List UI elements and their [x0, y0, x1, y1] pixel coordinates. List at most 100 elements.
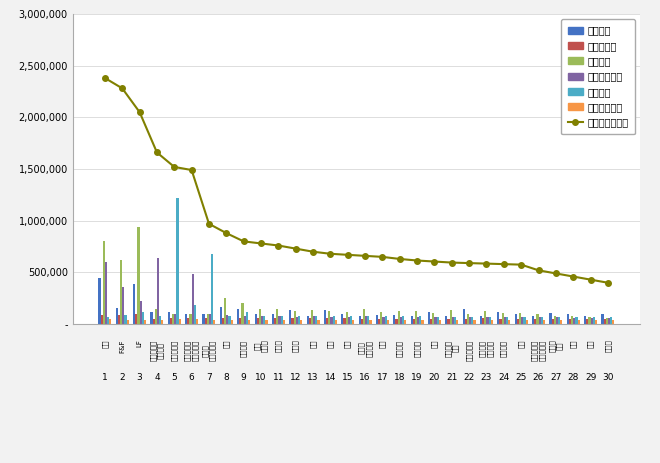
Bar — [437, 317, 439, 324]
Bar — [491, 320, 493, 324]
Bar — [220, 307, 222, 324]
Bar — [404, 320, 407, 324]
Text: 한섬: 한섬 — [102, 339, 108, 348]
Bar — [397, 311, 400, 324]
Bar — [484, 311, 486, 324]
Bar — [176, 198, 179, 324]
Bar — [122, 287, 125, 324]
Text: 신세계
인터내셔날: 신세계 인터내셔날 — [202, 339, 216, 361]
Bar — [411, 316, 412, 324]
Text: 까스텔바작: 까스텔바작 — [466, 339, 473, 361]
Bar — [567, 314, 569, 324]
Bar — [98, 277, 100, 324]
Bar — [591, 318, 593, 324]
Text: 성안: 성안 — [431, 339, 438, 348]
Text: 미래원: 미래원 — [292, 339, 299, 352]
Bar — [521, 317, 523, 324]
Bar — [432, 313, 434, 324]
Bar — [434, 317, 437, 324]
Text: 한세엠케이: 한세엠케이 — [171, 339, 178, 361]
Bar — [279, 316, 280, 324]
Bar — [454, 317, 456, 324]
Bar — [265, 320, 267, 324]
Bar — [578, 320, 579, 324]
Bar — [376, 315, 378, 324]
Bar — [224, 298, 226, 324]
Bar — [296, 317, 298, 324]
Bar — [248, 320, 250, 324]
Bar — [558, 317, 560, 324]
Bar — [370, 320, 372, 324]
Bar — [508, 320, 510, 324]
Bar — [348, 317, 350, 324]
Bar — [237, 308, 240, 324]
Text: 시선: 시선 — [310, 339, 316, 348]
Bar — [300, 320, 302, 324]
Bar — [100, 315, 103, 324]
Bar — [473, 320, 476, 324]
Bar — [103, 241, 105, 324]
Bar — [272, 314, 274, 324]
Bar — [486, 317, 488, 324]
Bar — [280, 316, 282, 324]
Bar — [541, 317, 543, 324]
Text: 폐쇄: 폐쇄 — [379, 339, 385, 348]
Bar — [350, 316, 352, 324]
Bar — [335, 320, 337, 324]
Bar — [601, 314, 603, 324]
Text: 제이에스
티나: 제이에스 티나 — [445, 339, 459, 357]
Bar — [523, 317, 525, 324]
Bar — [447, 319, 449, 324]
Bar — [127, 320, 129, 324]
Bar — [341, 314, 343, 324]
Bar — [242, 303, 244, 324]
Bar — [209, 314, 211, 324]
Text: F&F: F&F — [119, 339, 125, 353]
Bar — [467, 314, 469, 324]
Legend: 참여지수, 미디어지수, 소통지수, 커뮤니티지수, 시장지수, 사회공헌지수, 브랜드평판지수: 참여지수, 미디어지수, 소통지수, 커뮤니티지수, 시장지수, 사회공헌지수,… — [561, 19, 636, 134]
Bar — [608, 319, 610, 324]
Bar — [159, 316, 161, 324]
Text: 화승엔터
프라이즈: 화승엔터 프라이즈 — [479, 339, 494, 357]
Bar — [502, 313, 504, 324]
Bar — [174, 314, 176, 324]
Bar — [191, 275, 194, 324]
Bar — [439, 320, 441, 324]
Bar — [400, 317, 402, 324]
Bar — [586, 319, 588, 324]
Bar — [595, 320, 597, 324]
Text: 브랜드엑스
코퍼레이션: 브랜드엑스 코퍼레이션 — [531, 339, 546, 361]
Bar — [363, 308, 365, 324]
Text: 방림: 방림 — [570, 339, 577, 348]
Bar — [482, 319, 484, 324]
Bar — [263, 316, 265, 324]
Text: 유아이엔터
프라이즈: 유아이엔터 프라이즈 — [150, 339, 164, 361]
Bar — [593, 317, 595, 324]
Bar — [506, 317, 508, 324]
Bar — [150, 312, 152, 324]
Text: 아가방
앤컴퍼니: 아가방 앤컴퍼니 — [358, 339, 372, 357]
Bar — [430, 319, 432, 324]
Text: 진도: 진도 — [518, 339, 525, 348]
Bar — [110, 319, 112, 324]
Bar — [142, 312, 144, 324]
Bar — [358, 316, 361, 324]
Bar — [588, 317, 591, 324]
Bar — [226, 315, 228, 324]
Bar — [105, 262, 107, 324]
Bar — [606, 318, 608, 324]
Bar — [517, 319, 519, 324]
Bar — [343, 319, 346, 324]
Bar — [333, 316, 335, 324]
Bar — [179, 319, 181, 324]
Bar — [612, 320, 614, 324]
Text: 모노: 모노 — [345, 339, 351, 348]
Bar — [120, 260, 122, 324]
Bar — [230, 320, 233, 324]
Bar — [259, 308, 261, 324]
Bar — [584, 316, 586, 324]
Bar — [412, 319, 415, 324]
Bar — [576, 317, 578, 324]
Bar — [402, 316, 404, 324]
Bar — [213, 320, 215, 324]
